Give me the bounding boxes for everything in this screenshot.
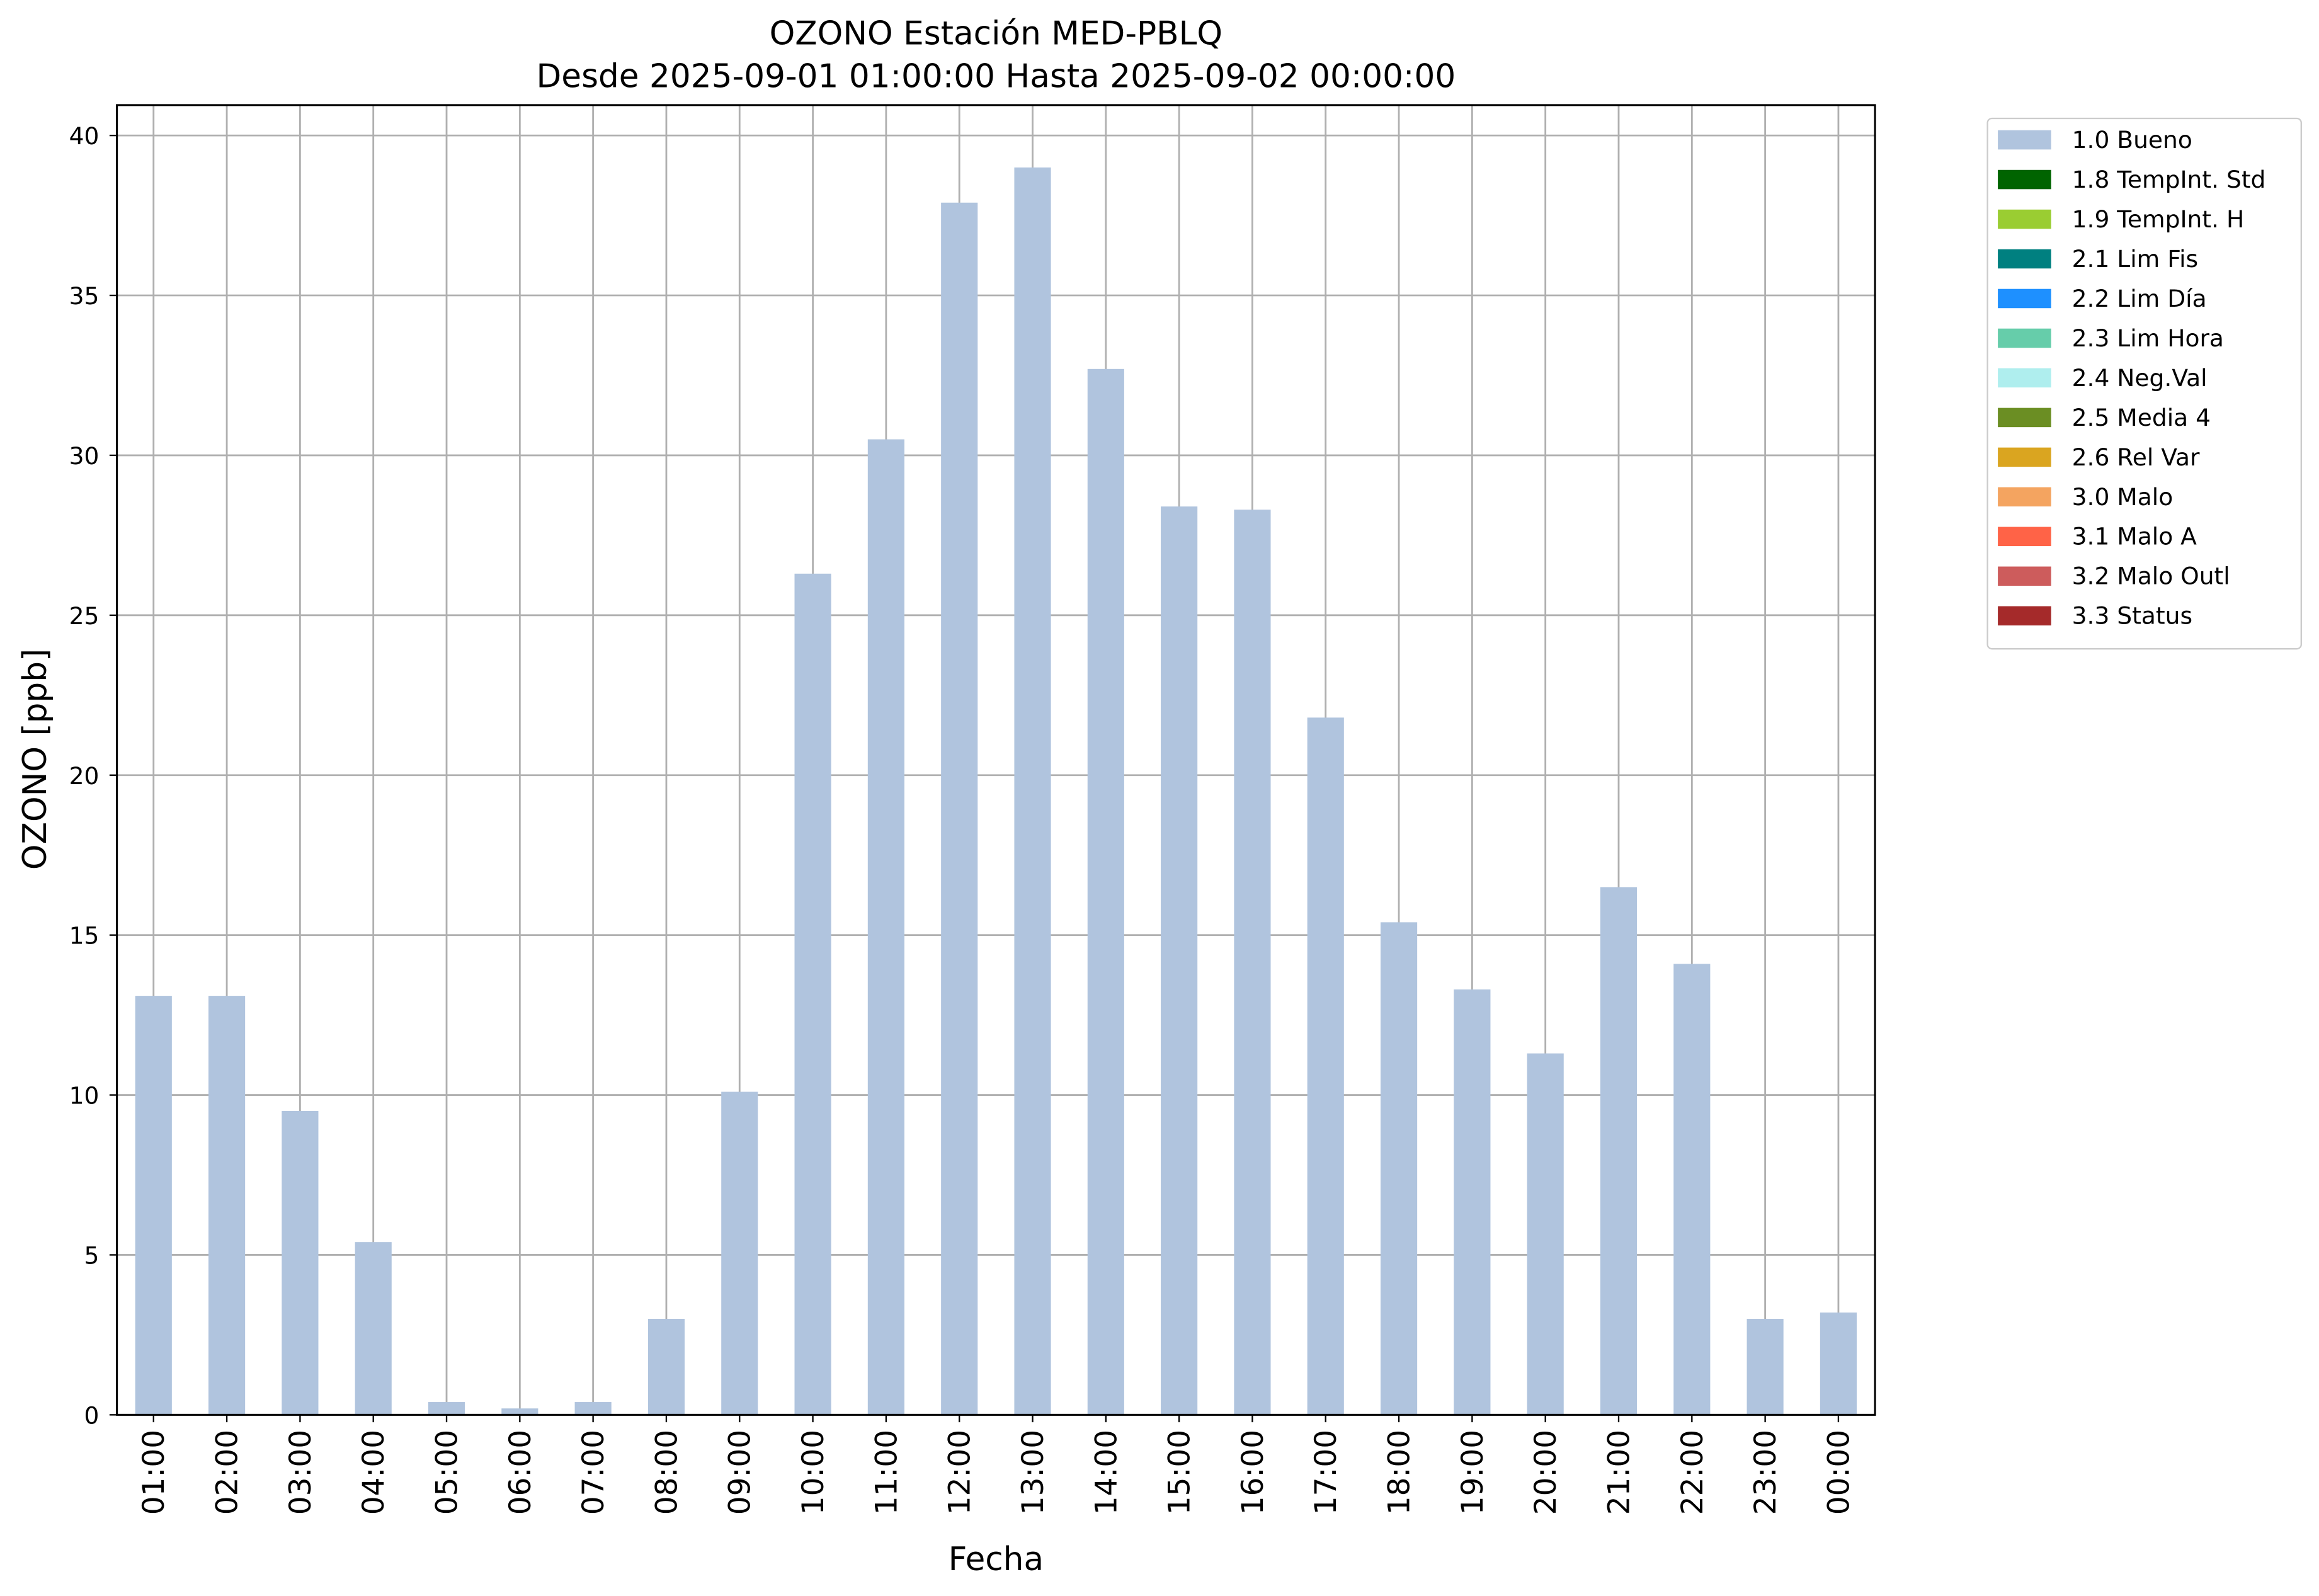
legend-box <box>1986 117 2302 650</box>
legend-label: 3.1 Malo A <box>2072 523 2197 550</box>
legend-label: 1.8 TempInt. Std <box>2072 166 2266 193</box>
x-tick-label: 02:00 <box>210 1430 245 1515</box>
legend-swatch <box>1998 527 2051 547</box>
legend-label: 2.6 Rel Var <box>2072 443 2200 471</box>
x-tick-label: 11:00 <box>869 1430 904 1515</box>
legend-swatch <box>1998 169 2051 190</box>
x-tick-label: 18:00 <box>1382 1430 1417 1515</box>
bar <box>208 996 246 1415</box>
legend-swatch <box>1998 328 2051 348</box>
legend-swatch <box>1998 408 2051 428</box>
bar <box>501 1408 538 1415</box>
bar <box>1820 1312 1857 1415</box>
y-tick-label: 30 <box>69 442 100 470</box>
bar <box>647 1319 685 1415</box>
y-tick-label: 15 <box>69 922 100 950</box>
legend-label: 3.0 Malo <box>2072 483 2174 511</box>
x-tick-label: 16:00 <box>1236 1430 1270 1515</box>
bar <box>1673 964 1711 1415</box>
plot-frame <box>116 104 1876 1416</box>
x-tick-label: 05:00 <box>430 1430 464 1515</box>
bar <box>1380 922 1418 1415</box>
x-tick-label: 04:00 <box>356 1430 391 1515</box>
x-tick-label: 08:00 <box>649 1430 684 1515</box>
legend-label: 2.4 Neg.Val <box>2072 364 2208 392</box>
chart-subtitle: Desde 2025-09-01 01:00:00 Hasta 2025-09-… <box>536 58 1456 96</box>
legend-label: 2.5 Media 4 <box>2072 404 2211 431</box>
bar <box>721 1092 758 1415</box>
x-tick-label: 14:00 <box>1089 1430 1124 1515</box>
legend-label: 3.2 Malo Outl <box>2072 562 2230 590</box>
bar <box>1234 510 1271 1415</box>
bar <box>941 202 978 1415</box>
bar <box>428 1402 465 1415</box>
legend-swatch <box>1998 606 2051 626</box>
bar <box>282 1110 319 1415</box>
bar <box>1527 1053 1564 1415</box>
x-tick-label: 07:00 <box>576 1430 611 1515</box>
chart-title: OZONO Estación MED-PBLQ <box>770 15 1223 53</box>
bars <box>135 167 1857 1415</box>
x-tick-label: 19:00 <box>1456 1430 1490 1515</box>
bar <box>1307 717 1344 1415</box>
bar <box>1087 368 1124 1415</box>
legend-label: 2.2 Lim Día <box>2072 285 2207 312</box>
x-axis-label: Fecha <box>949 1541 1044 1578</box>
x-tick-label: 01:00 <box>137 1430 171 1515</box>
legend-swatch <box>1998 249 2051 269</box>
bar <box>1454 989 1491 1415</box>
bar <box>1746 1319 1784 1415</box>
legend-swatch <box>1998 368 2051 388</box>
legend-label: 3.3 Status <box>2072 602 2192 630</box>
bar <box>1600 887 1638 1415</box>
x-tick-label: 03:00 <box>283 1430 318 1515</box>
x-tick-label: 15:00 <box>1163 1430 1197 1515</box>
x-tick-label: 21:00 <box>1602 1430 1636 1515</box>
x-tick-label: 12:00 <box>943 1430 977 1515</box>
x-tick-label: 13:00 <box>1016 1430 1051 1515</box>
legend-swatch <box>1998 487 2051 507</box>
bar <box>867 439 904 1415</box>
x-tick-label: 17:00 <box>1309 1430 1343 1515</box>
x-tick-label: 10:00 <box>796 1430 831 1515</box>
bar <box>794 573 831 1415</box>
y-tick-label: 40 <box>69 122 100 150</box>
x-tick-label: 20:00 <box>1529 1430 1563 1515</box>
bar <box>1014 167 1051 1415</box>
x-tick-label: 06:00 <box>503 1430 538 1515</box>
y-tick-label: 20 <box>69 762 100 790</box>
legend-swatch <box>1998 288 2051 309</box>
legend-label: 1.0 Bueno <box>2072 126 2192 154</box>
legend-label: 1.9 TempInt. H <box>2072 205 2245 233</box>
y-tick-label: 35 <box>69 282 100 310</box>
bar <box>574 1402 612 1415</box>
x-tick-label: 09:00 <box>723 1430 758 1515</box>
y-axis-label: OZONO [ppb] <box>16 649 54 870</box>
y-tick-label: 10 <box>69 1082 100 1110</box>
bar <box>355 1242 392 1415</box>
y-tick-label: 5 <box>84 1242 100 1270</box>
bar <box>1161 506 1198 1415</box>
legend-swatch <box>1998 209 2051 229</box>
legend-swatch <box>1998 130 2051 150</box>
y-tick-label: 0 <box>84 1401 100 1429</box>
x-tick-label: 23:00 <box>1748 1430 1783 1515</box>
legend-label: 2.1 Lim Fis <box>2072 245 2199 273</box>
legend-label: 2.3 Lim Hora <box>2072 324 2224 352</box>
x-tick-label: 22:00 <box>1675 1430 1710 1515</box>
legend-swatch <box>1998 566 2051 586</box>
x-tick-label: 00:00 <box>1821 1430 1856 1515</box>
y-tick-label: 25 <box>69 602 100 630</box>
bar <box>135 996 172 1415</box>
legend-swatch <box>1998 447 2051 467</box>
